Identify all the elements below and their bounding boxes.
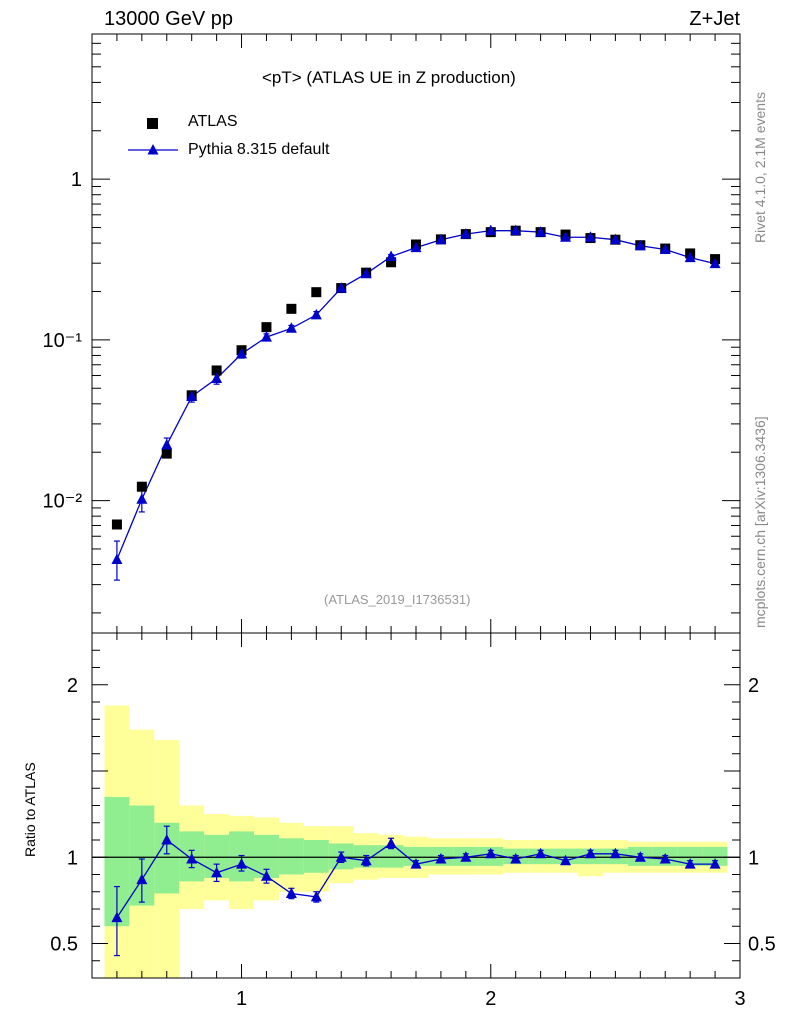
pythia-point — [535, 226, 547, 237]
pythia-point — [211, 372, 223, 383]
ratio-point — [236, 858, 248, 869]
legend-pythia-marker — [147, 144, 159, 155]
pythia-point — [435, 233, 447, 245]
main-plot — [111, 118, 721, 581]
ratio-point — [485, 847, 497, 859]
pythia-point — [335, 282, 347, 293]
band-inner-bin — [378, 845, 404, 868]
ratio-point — [111, 911, 123, 923]
ratio-point — [460, 851, 472, 862]
ratio-plot — [92, 825, 740, 957]
ratio-point — [211, 866, 223, 878]
pythia-point — [285, 322, 297, 333]
ratio-point — [560, 854, 572, 866]
pythia-point — [236, 347, 248, 359]
main-y-tick-label: 10⁻¹ — [43, 330, 83, 352]
pythia-point — [360, 267, 372, 279]
pythia-point — [485, 224, 497, 236]
ratio-point — [136, 873, 148, 885]
pythia-point — [584, 231, 596, 242]
atlas-point — [136, 481, 147, 492]
pythia-point — [111, 553, 123, 564]
pythia-point — [460, 228, 472, 239]
ratio-y-tick-label-left: 1 — [67, 847, 78, 869]
ratio-y-tick-label-left: 0.5 — [50, 934, 78, 956]
ratio-y-tick-label-left: 2 — [67, 675, 78, 697]
pythia-point — [310, 308, 322, 320]
ratio-point — [584, 847, 596, 859]
ratio-y-tick-label-right: 2 — [748, 675, 759, 697]
analysis-id: (ATLAS_2019_I1736531) — [324, 592, 471, 607]
plot-title: <pT> (ATLAS UE in Z production) — [262, 68, 516, 87]
ratio-uncertainty-bands — [104, 705, 728, 978]
pythia-point — [709, 257, 721, 269]
x-tick-label: 2 — [485, 988, 496, 1010]
ratio-point — [360, 854, 372, 866]
ratio-y-tick-label-right: 1 — [748, 847, 759, 869]
pythia-point — [260, 331, 272, 342]
pythia-point — [161, 438, 173, 450]
pythia-point — [136, 493, 148, 504]
ratio-point — [310, 890, 322, 902]
process-label: Z+Jet — [689, 8, 740, 30]
ratio-point — [510, 852, 522, 864]
ratio-point — [684, 858, 696, 869]
pythia-point — [560, 231, 572, 242]
band-inner-bin — [303, 840, 329, 873]
legend-atlas-marker — [147, 118, 158, 129]
ratio-point — [335, 851, 347, 862]
atlas-point — [161, 448, 172, 459]
ratio-y-tick-label-right: 0.5 — [748, 934, 776, 956]
ratio-point — [659, 852, 671, 864]
energy-label: 13000 GeV pp — [104, 8, 233, 30]
x-tick-label: 1 — [236, 988, 247, 1010]
ratio-point — [385, 837, 397, 848]
ratio-point — [410, 858, 422, 869]
main-frame — [91, 33, 741, 634]
atlas-point — [211, 365, 222, 376]
band-inner-bin — [677, 846, 703, 866]
legend-label-atlas: ATLAS — [188, 113, 238, 130]
band-inner-bin — [702, 846, 728, 866]
pythia-line — [116, 230, 716, 560]
atlas-point — [311, 287, 322, 298]
pythia-point — [510, 224, 522, 236]
ratio-point — [285, 887, 297, 898]
ratio-point — [161, 834, 173, 845]
pythia-point — [634, 239, 646, 251]
ratio-point — [186, 852, 198, 864]
main-y-tick-label: 10⁻² — [43, 491, 83, 513]
atlas-point — [261, 322, 272, 333]
pythia-point — [186, 390, 198, 402]
pythia-point — [609, 233, 621, 245]
x-tick-label: 3 — [734, 988, 745, 1010]
atlas-point — [386, 257, 397, 268]
pythia-point — [659, 243, 671, 254]
axes: 1 2 3 10⁻² 10⁻¹ 1 0.5 0.5 1 1 2 2 — [43, 33, 776, 1010]
atlas-point — [111, 519, 122, 530]
pythia-point — [385, 250, 397, 262]
atlas-point — [286, 303, 297, 314]
ratio-point — [535, 847, 547, 859]
legend-label-pythia: Pythia 8.315 default — [188, 141, 330, 158]
ratio-point — [260, 870, 272, 881]
ratio-point — [609, 847, 621, 859]
ratio-point — [709, 858, 721, 869]
band-inner-bin — [278, 838, 304, 875]
pythia-point — [684, 251, 696, 263]
ratio-point — [435, 852, 447, 864]
band-inner-bin — [403, 846, 429, 866]
pythia-point — [410, 241, 422, 253]
main-y-tick-label: 1 — [71, 169, 82, 191]
ratio-point — [634, 851, 646, 862]
